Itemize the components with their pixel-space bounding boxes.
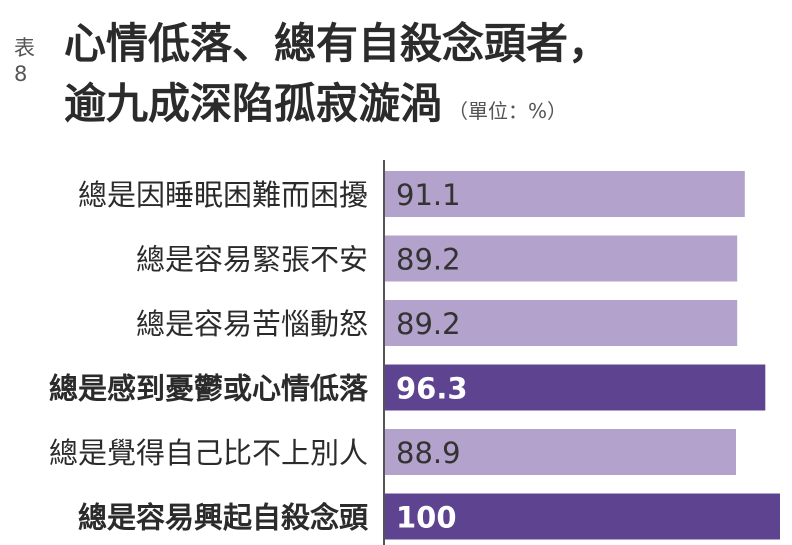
chart-title-line-2: 逾九成深陷孤寂漩渦 （單位：%） bbox=[64, 70, 567, 131]
chart-title-line-1: 心情低落、總有自殺念頭者， bbox=[64, 19, 611, 68]
bar bbox=[384, 235, 738, 282]
bar bbox=[384, 300, 738, 346]
bar bbox=[384, 171, 745, 217]
chart-title-line-2-text: 逾九成深陷孤寂漩渦 bbox=[64, 79, 443, 128]
bar-value-label: 96.3 bbox=[396, 372, 468, 406]
bar-value-label: 89.2 bbox=[396, 243, 461, 277]
table-number: 表8 bbox=[14, 36, 35, 86]
bar-value-label: 88.9 bbox=[396, 436, 461, 470]
bar-highlighted bbox=[384, 364, 766, 411]
category-label: 總是覺得自己比不上別人 bbox=[49, 436, 368, 470]
category-label: 總是容易苦惱動怒 bbox=[136, 307, 368, 341]
bar-value-label: 100 bbox=[396, 501, 457, 535]
unit-label: （單位：%） bbox=[448, 99, 568, 123]
bar-value-label: 91.1 bbox=[396, 178, 461, 212]
bar-value-label: 89.2 bbox=[396, 307, 461, 341]
bar-highlighted bbox=[384, 493, 780, 540]
category-label: 總是容易緊張不安 bbox=[136, 243, 368, 277]
category-label: 總是感到憂鬱或心情低落 bbox=[49, 372, 369, 406]
category-label: 總是因睡眠困難而困擾 bbox=[78, 178, 368, 212]
category-label: 總是容易興起自殺念頭 bbox=[78, 501, 369, 535]
bar bbox=[384, 429, 736, 475]
